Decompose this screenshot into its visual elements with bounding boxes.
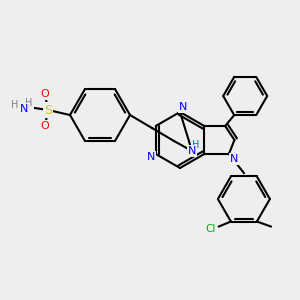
Text: S: S <box>44 103 52 116</box>
Text: Cl: Cl <box>206 224 216 233</box>
Text: N: N <box>188 146 196 156</box>
Text: N: N <box>179 102 187 112</box>
Text: N: N <box>230 154 238 164</box>
Text: N: N <box>147 152 155 162</box>
Text: H: H <box>11 100 19 110</box>
Text: O: O <box>40 89 50 99</box>
Text: H: H <box>192 140 200 150</box>
Text: O: O <box>40 121 50 131</box>
Text: H: H <box>25 98 33 108</box>
Text: N: N <box>20 104 28 114</box>
